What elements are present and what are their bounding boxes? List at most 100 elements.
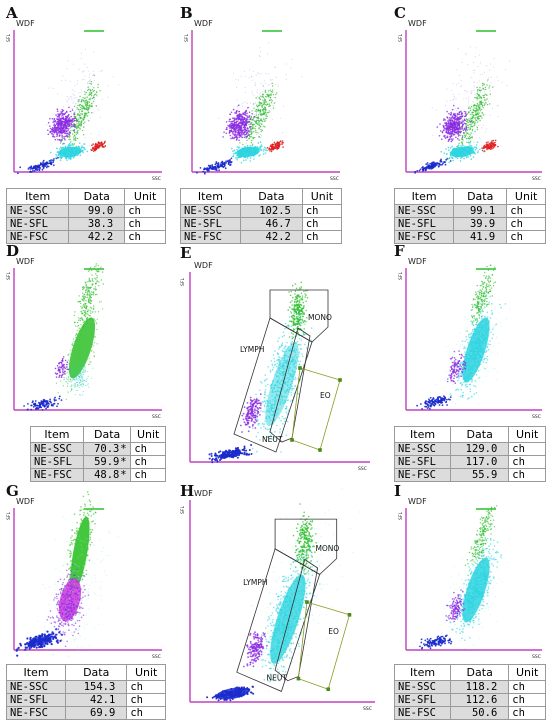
header-data: Data bbox=[83, 427, 130, 443]
header-unit: Unit bbox=[125, 189, 166, 205]
item-cell: NE-SFL bbox=[181, 218, 241, 231]
plot-title: WDF bbox=[408, 19, 427, 28]
header-item: Item bbox=[7, 665, 66, 681]
x-axis-label: SSC bbox=[358, 466, 367, 472]
item-cell: NE-SSC bbox=[7, 681, 66, 694]
value-text: 129.0 bbox=[466, 443, 498, 455]
plot-title: WDF bbox=[194, 489, 213, 498]
value-cell: 102.5 bbox=[240, 205, 302, 218]
unit-cell: ch bbox=[125, 205, 166, 218]
unit-cell: ch bbox=[127, 707, 166, 720]
header-item: Item bbox=[7, 189, 69, 205]
mono-gate-label: MONO bbox=[308, 313, 332, 322]
value-cell: 39.9 bbox=[454, 218, 507, 231]
item-cell: NE-SSC bbox=[181, 205, 241, 218]
unit-cell: ch bbox=[507, 205, 546, 218]
item-cell: NE-SSC bbox=[7, 205, 69, 218]
cluster-core bbox=[64, 315, 101, 381]
table-row: NE-SFL 46.7 ch bbox=[181, 218, 342, 231]
header-unit: Unit bbox=[509, 427, 546, 443]
x-axis-label: SSC bbox=[532, 654, 541, 660]
header-unit: Unit bbox=[127, 665, 166, 681]
y-axis-label: SFL bbox=[398, 272, 404, 280]
value-text: 46.7 bbox=[266, 218, 291, 230]
gate-handle bbox=[338, 378, 342, 382]
value-text: 99.0 bbox=[88, 205, 113, 217]
x-axis-label: SSC bbox=[363, 706, 372, 712]
plot-title: WDF bbox=[194, 261, 213, 270]
x-axis-label: SSC bbox=[532, 414, 541, 420]
item-cell: NE-SSC bbox=[395, 681, 451, 694]
y-axis-label: SFL bbox=[180, 506, 186, 514]
gate-handle bbox=[348, 613, 352, 617]
gate-handle bbox=[305, 600, 309, 604]
y-axis-label: SFL bbox=[180, 278, 186, 286]
unit-cell: ch bbox=[302, 218, 341, 231]
header-item: Item bbox=[395, 189, 454, 205]
item-cell: NE-SSC bbox=[31, 443, 84, 456]
eo-gate-label: EO bbox=[328, 627, 339, 636]
header-data: Data bbox=[66, 665, 127, 681]
value-cell: 42.2 bbox=[240, 231, 302, 244]
value-cell: 99.1 bbox=[454, 205, 507, 218]
gate-handle bbox=[297, 677, 301, 681]
plot-title: WDF bbox=[408, 497, 427, 506]
value-cell: 46.7 bbox=[240, 218, 302, 231]
x-axis-label: SSC bbox=[152, 176, 161, 182]
unit-cell: ch bbox=[127, 681, 166, 694]
header-unit: Unit bbox=[131, 427, 166, 443]
item-cell: NE-SFL bbox=[7, 218, 69, 231]
x-axis-label: SSC bbox=[152, 654, 161, 660]
mono-gate-label: MONO bbox=[315, 544, 339, 553]
gate-handle bbox=[290, 438, 294, 442]
value-cell: 38.3 bbox=[69, 218, 125, 231]
value-text: 42.2 bbox=[266, 231, 291, 243]
x-axis-label: SSC bbox=[532, 176, 541, 182]
flag-mark: * bbox=[119, 443, 127, 455]
neut-gate-label: NEUT bbox=[267, 674, 288, 683]
x-axis-label: SSC bbox=[152, 414, 161, 420]
cell-cluster bbox=[243, 631, 268, 667]
header-unit: Unit bbox=[509, 665, 546, 681]
value-cell: 112.6 bbox=[451, 694, 509, 707]
item-cell: NE-SFL bbox=[395, 218, 454, 231]
plot-title: WDF bbox=[16, 497, 35, 506]
unit-cell: ch bbox=[127, 694, 166, 707]
cell-cluster bbox=[240, 393, 262, 433]
header-item: Item bbox=[395, 665, 451, 681]
value-cell: 99.0 bbox=[69, 205, 125, 218]
value-text: 102.5 bbox=[259, 205, 291, 217]
value-cell: 154.3 bbox=[66, 681, 127, 694]
value-text: 59.9 bbox=[94, 456, 119, 468]
unit-cell: ch bbox=[509, 443, 546, 456]
header-data: Data bbox=[451, 665, 509, 681]
y-axis-label: SFL bbox=[398, 512, 404, 520]
header-data: Data bbox=[451, 427, 509, 443]
lymph-gate-label: LYMPH bbox=[240, 345, 264, 354]
header-unit: Unit bbox=[507, 189, 546, 205]
scatter-plot: WDF SFL SSC bbox=[392, 478, 550, 664]
unit-cell: ch bbox=[507, 218, 546, 231]
